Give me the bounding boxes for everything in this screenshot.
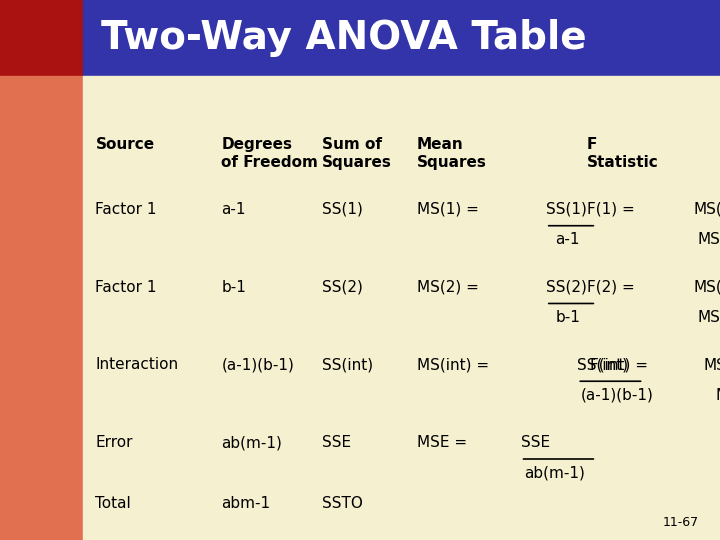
Text: F
Statistic: F Statistic <box>587 137 659 170</box>
Text: MS(int): MS(int) <box>703 357 720 373</box>
Text: Mean
Squares: Mean Squares <box>417 137 487 170</box>
Text: SS(1): SS(1) <box>323 202 363 217</box>
Text: Total: Total <box>95 496 131 511</box>
Text: ab(m-1): ab(m-1) <box>524 465 585 481</box>
Text: MSE: MSE <box>697 310 720 325</box>
Text: Sum of
Squares: Sum of Squares <box>323 137 392 170</box>
Text: ab(m-1): ab(m-1) <box>222 435 282 450</box>
Text: Interaction: Interaction <box>95 357 179 373</box>
Text: SS(int): SS(int) <box>577 357 629 373</box>
Text: MS(2): MS(2) <box>694 280 720 295</box>
Text: SS(1): SS(1) <box>546 202 587 217</box>
Text: MS(int) =: MS(int) = <box>417 357 494 373</box>
Text: Two-Way ANOVA Table: Two-Way ANOVA Table <box>101 19 586 57</box>
Text: MSE =: MSE = <box>417 435 472 450</box>
Text: MSE: MSE <box>716 388 720 403</box>
Text: SSE: SSE <box>521 435 550 450</box>
Text: (a-1)(b-1): (a-1)(b-1) <box>222 357 294 373</box>
Text: 11-67: 11-67 <box>662 516 698 529</box>
Text: (a-1)(b-1): (a-1)(b-1) <box>580 388 653 403</box>
Text: F(1) =: F(1) = <box>587 202 639 217</box>
Text: b-1: b-1 <box>555 310 580 325</box>
Bar <box>83 76 720 540</box>
Text: SS(2): SS(2) <box>323 280 363 295</box>
Text: Source: Source <box>95 137 155 152</box>
Bar <box>0 76 83 540</box>
Text: b-1: b-1 <box>222 280 246 295</box>
Bar <box>0 0 83 76</box>
Text: MS(2) =: MS(2) = <box>417 280 483 295</box>
Text: Factor 1: Factor 1 <box>95 202 157 217</box>
Text: abm-1: abm-1 <box>222 496 271 511</box>
Text: MS(1): MS(1) <box>694 202 720 217</box>
Text: MSE: MSE <box>697 232 720 247</box>
Text: F(int) =: F(int) = <box>590 357 653 373</box>
Text: MS(1) =: MS(1) = <box>417 202 483 217</box>
Bar <box>83 0 720 76</box>
Text: SSE: SSE <box>323 435 351 450</box>
Text: Error: Error <box>95 435 133 450</box>
Text: Factor 1: Factor 1 <box>95 280 157 295</box>
Text: SS(2): SS(2) <box>546 280 587 295</box>
Text: SSTO: SSTO <box>323 496 363 511</box>
Text: Degrees
of Freedom: Degrees of Freedom <box>222 137 318 170</box>
Text: F(2) =: F(2) = <box>587 280 639 295</box>
Text: a-1: a-1 <box>555 232 580 247</box>
Text: SS(int): SS(int) <box>323 357 374 373</box>
Text: a-1: a-1 <box>222 202 246 217</box>
